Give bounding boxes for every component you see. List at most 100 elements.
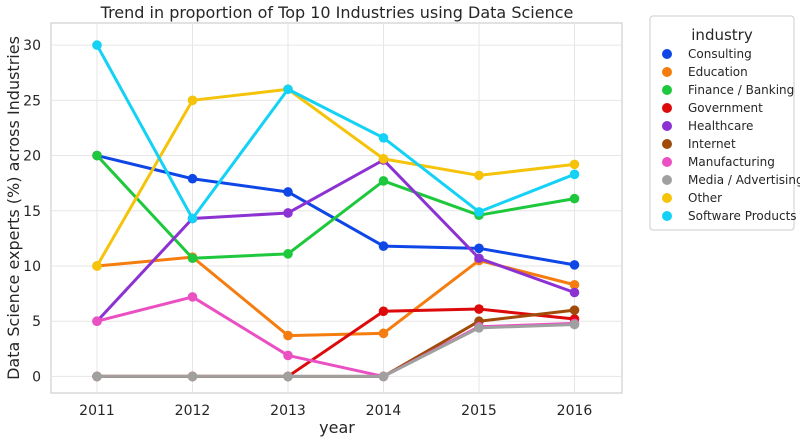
data-point-manufacturing <box>92 316 102 327</box>
legend-marker <box>662 103 672 113</box>
data-point-other <box>378 154 389 164</box>
chart-title: Trend in proportion of Top 10 Industries… <box>100 3 574 22</box>
data-point-education <box>378 328 389 339</box>
legend-label: Software Products <box>688 209 797 223</box>
data-point-software-products <box>92 40 102 50</box>
data-point-software-products <box>378 133 389 143</box>
data-point-education <box>569 279 580 290</box>
y-axis-label: Data Science experts (%) across Industri… <box>4 36 23 380</box>
series-finance-banking <box>92 150 580 264</box>
legend-marker <box>662 193 672 203</box>
legend-items: Consulting Education Finance / Banking Gove… <box>662 47 800 223</box>
data-point-software-products <box>474 207 484 217</box>
data-point-healthcare <box>283 208 293 218</box>
data-point-finance-banking <box>283 249 293 259</box>
x-tick-label: 2013 <box>270 403 306 419</box>
data-point-media-advertising <box>187 371 198 382</box>
legend-frame <box>649 15 795 231</box>
y-tick-label: 20 <box>23 149 41 165</box>
gridlines <box>51 23 622 393</box>
legend-item-education: Education <box>662 65 748 79</box>
data-point-software-products <box>569 169 580 180</box>
data-point-other <box>474 170 484 181</box>
legend-item-consulting: Consulting <box>662 47 752 61</box>
y-tick-labels: 0 5 10 15 20 25 30 <box>23 38 41 385</box>
data-point-government <box>474 304 484 314</box>
data-point-healthcare <box>569 287 580 298</box>
data-point-manufacturing <box>187 292 198 302</box>
data-point-media-advertising <box>283 371 293 382</box>
data-point-software-products <box>283 84 293 95</box>
data-point-media-advertising <box>378 371 389 382</box>
x-tick-label: 2015 <box>461 403 497 419</box>
series-line-healthcare <box>95 158 576 323</box>
data-point-other <box>569 159 580 170</box>
legend-label: Internet <box>688 137 736 151</box>
legend-marker <box>662 67 672 77</box>
data-point-consulting <box>283 187 293 197</box>
y-tick-label: 30 <box>23 38 41 54</box>
legend-marker <box>662 85 672 95</box>
legend-item-manufacturing: Manufacturing <box>662 155 775 169</box>
legend-item-media-advertising: Media / Advertising <box>662 173 800 187</box>
x-tick-labels: 2011 2012 2013 2014 2015 2016 <box>79 403 592 419</box>
series-lines <box>92 40 580 382</box>
legend-label: Manufacturing <box>688 155 775 169</box>
data-point-finance-banking <box>378 176 389 186</box>
data-point-software-products <box>187 213 198 224</box>
y-tick-label: 5 <box>32 314 41 330</box>
legend-label: Other <box>688 191 722 205</box>
legend-marker <box>662 175 672 185</box>
data-point-other <box>92 261 102 271</box>
series-media-advertising <box>92 319 580 382</box>
series-line-media-advertising <box>95 323 576 378</box>
data-point-consulting <box>569 260 580 270</box>
x-tick-label: 2016 <box>557 403 593 419</box>
data-point-internet <box>569 305 580 315</box>
data-point-manufacturing <box>283 350 293 361</box>
legend-label: Finance / Banking <box>688 83 794 97</box>
data-point-media-advertising <box>92 371 102 382</box>
data-point-media-advertising <box>474 323 484 333</box>
legend-item-internet: Internet <box>662 137 736 151</box>
data-point-healthcare <box>474 253 484 264</box>
data-point-education <box>283 330 293 341</box>
legend-item-healthcare: Healthcare <box>662 119 753 133</box>
legend-label: Media / Advertising <box>688 173 800 187</box>
y-tick-label: 15 <box>23 204 41 220</box>
legend-marker <box>662 211 672 221</box>
series-line-finance-banking <box>95 154 576 260</box>
legend-label: Healthcare <box>688 119 753 133</box>
legend-label: Government <box>688 101 763 115</box>
data-point-consulting <box>187 173 198 184</box>
y-tick-label: 10 <box>23 259 41 275</box>
data-point-government <box>378 306 389 317</box>
legend-label: Consulting <box>688 47 752 61</box>
legend-marker <box>662 139 672 149</box>
legend-item-government: Government <box>662 101 763 115</box>
data-point-finance-banking <box>569 193 580 204</box>
x-tick-label: 2012 <box>175 403 211 419</box>
y-tick-label: 0 <box>32 369 41 385</box>
series-line-software-products <box>95 43 576 220</box>
data-point-consulting <box>378 241 389 251</box>
legend-marker <box>662 49 672 59</box>
data-point-finance-banking <box>187 253 198 264</box>
data-point-consulting <box>474 243 484 254</box>
series-line-other <box>95 87 576 268</box>
legend-marker <box>662 121 672 131</box>
series-other <box>92 84 580 271</box>
data-point-finance-banking <box>92 150 102 161</box>
plot-area <box>50 22 623 394</box>
legend-label: Education <box>688 65 748 79</box>
x-tick-label: 2011 <box>79 403 115 419</box>
legend-title: industry <box>691 26 753 44</box>
y-tick-label: 25 <box>23 93 41 109</box>
x-axis-label: year <box>319 418 355 437</box>
legend-item-other: Other <box>662 191 722 205</box>
legend: industry Consulting Education Finance / Ba… <box>649 15 800 231</box>
data-point-media-advertising <box>569 319 580 330</box>
legend-item-finance-banking: Finance / Banking <box>662 83 794 97</box>
legend-marker <box>662 157 672 167</box>
